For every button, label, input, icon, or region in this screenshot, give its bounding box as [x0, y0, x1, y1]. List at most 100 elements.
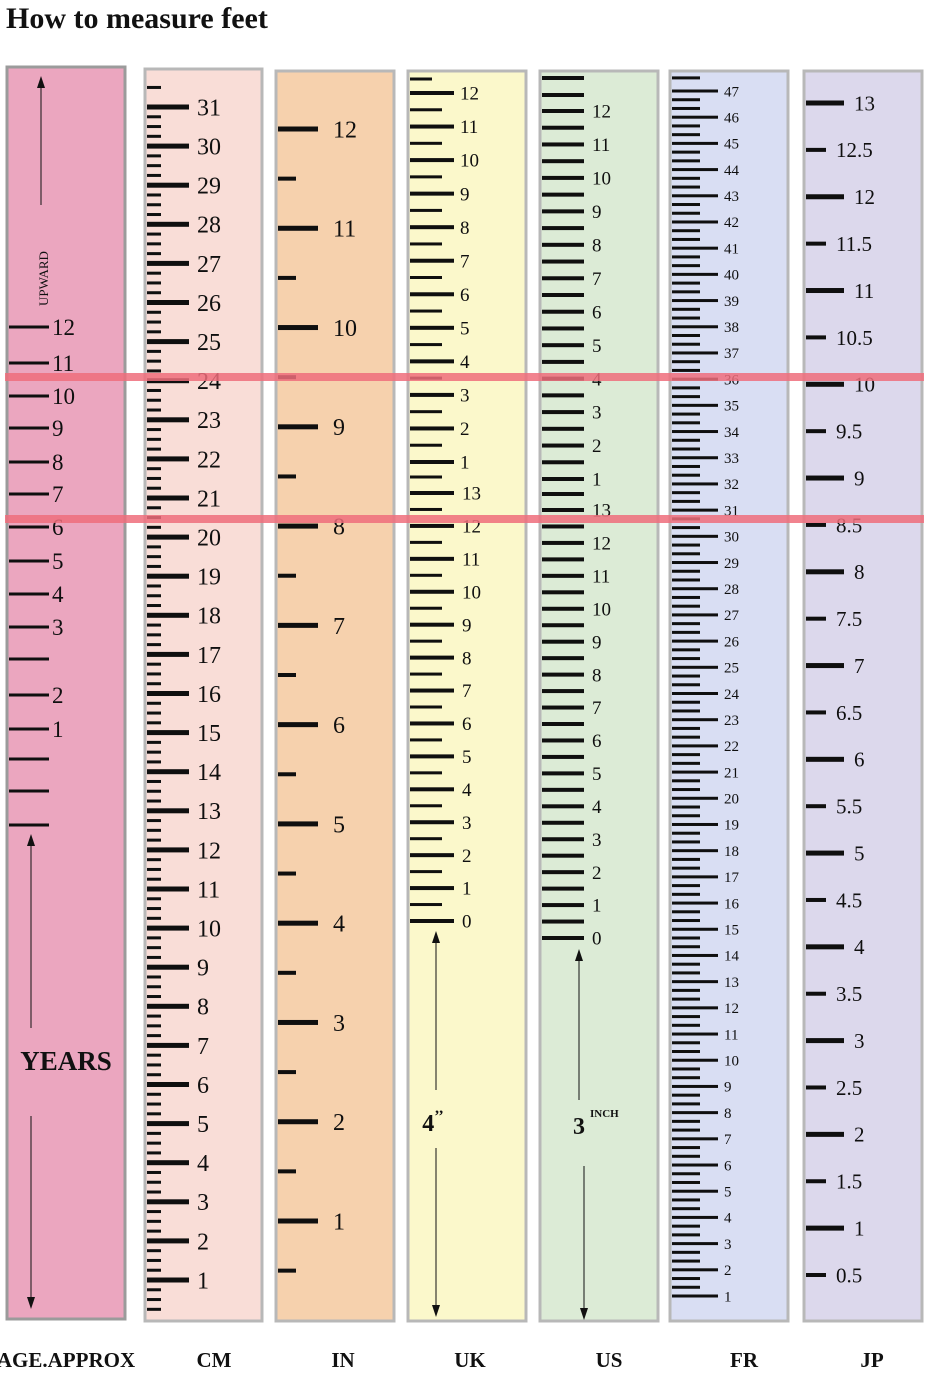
- jp-tick-8: [806, 569, 844, 575]
- fr-minor-tick: [672, 840, 700, 844]
- fr-minor-tick: [672, 595, 700, 599]
- jp-tick-5: [806, 850, 844, 856]
- uk-adult-minor-tick: [410, 276, 442, 279]
- in-tick-1: [278, 1218, 318, 1224]
- cm-label-28: 28: [197, 213, 221, 239]
- cm-minor-tick: [147, 525, 161, 529]
- fr-minor-tick: [672, 857, 700, 861]
- us-adult-tick-6: [542, 309, 584, 314]
- cm-minor-tick: [147, 506, 161, 510]
- fr-tick-6: [672, 1163, 718, 1167]
- cm-minor-tick: [147, 867, 161, 871]
- us-length-label: 3: [573, 1114, 585, 1140]
- fr-label-15: 15: [724, 923, 739, 939]
- uk-child-minor-tick: [410, 738, 442, 742]
- cm-label-3: 3: [197, 1190, 209, 1216]
- fr-tick-13: [672, 980, 718, 984]
- us-adult-minor-tick: [542, 93, 584, 97]
- fr-tick-23: [672, 718, 718, 722]
- fr-label-41: 41: [724, 241, 739, 257]
- cm-minor-tick: [147, 799, 161, 803]
- fr-minor-tick: [672, 133, 700, 137]
- jp-tick-6.5: [806, 710, 826, 715]
- jp-tick-5.5: [806, 804, 826, 809]
- age-unlabeled-tick: [9, 823, 49, 827]
- cm-tick-1: [147, 1277, 189, 1283]
- cm-label-22: 22: [197, 447, 221, 473]
- cm-label-18: 18: [197, 604, 221, 630]
- uk-child-label-3: 3: [462, 813, 472, 834]
- age-label-1: 1: [52, 717, 64, 742]
- age-tick-8: [9, 460, 49, 464]
- uk-child-label-1: 1: [462, 879, 472, 900]
- cm-minor-tick: [147, 408, 161, 412]
- fr-tick-22: [672, 744, 718, 748]
- fr-label-12: 12: [724, 1001, 739, 1017]
- us-child-minor-tick: [542, 919, 584, 924]
- uk-adult-tick-8: [410, 225, 454, 230]
- us-adult-minor-tick: [542, 426, 584, 431]
- us-adult-tick-5: [542, 343, 584, 348]
- fr-minor-tick: [672, 98, 700, 102]
- fr-tick-11: [672, 1032, 718, 1036]
- jp-tick-12.5: [806, 147, 826, 152]
- cm-tick-23: [147, 417, 189, 423]
- fr-minor-tick: [672, 971, 700, 975]
- uk-child-minor-tick: [410, 771, 442, 775]
- jp-label-1: 1: [854, 1216, 865, 1240]
- cm-minor-tick: [147, 1219, 161, 1223]
- cm-minor-tick: [147, 643, 161, 647]
- age-label-12: 12: [52, 315, 75, 340]
- uk-child-minor-tick: [410, 639, 442, 643]
- uk-adult-tick-10: [410, 158, 454, 163]
- us-length-arrow-down-head: [580, 1308, 588, 1320]
- fr-tick-18: [672, 849, 718, 853]
- cm-minor-tick: [147, 437, 161, 441]
- cm-minor-tick: [147, 828, 161, 832]
- uk-child-label-9: 9: [462, 615, 472, 636]
- cm-label-27: 27: [197, 252, 221, 278]
- cm-tick-18: [147, 612, 189, 618]
- us-child-minor-tick: [542, 557, 584, 562]
- cm-minor-tick: [147, 750, 161, 754]
- fr-label-45: 45: [724, 137, 739, 153]
- jp-tick-12: [806, 194, 844, 200]
- uk-child-minor-tick: [410, 837, 442, 841]
- cm-minor-tick: [147, 858, 161, 862]
- fr-tick-45: [672, 141, 718, 145]
- fr-tick-1: [672, 1294, 718, 1298]
- fr-minor-tick: [672, 1250, 700, 1254]
- us-child-tick-1: [542, 903, 584, 908]
- fr-tick-40: [672, 272, 718, 276]
- in-minor-tick: [278, 772, 296, 777]
- fr-minor-tick: [672, 1146, 700, 1150]
- cm-minor-tick: [147, 232, 161, 236]
- cm-label-16: 16: [197, 682, 221, 708]
- uk-adult-tick-2: [410, 426, 454, 431]
- cm-minor-tick: [147, 1190, 161, 1194]
- age-tick-5: [9, 559, 49, 563]
- cm-minor-tick: [147, 682, 161, 686]
- jp-label-13: 13: [854, 91, 875, 115]
- cm-label-17: 17: [197, 643, 221, 669]
- in-tick-3: [278, 1019, 318, 1025]
- us-adult-tick-9: [542, 209, 584, 214]
- cm-minor-tick: [147, 1298, 161, 1302]
- fr-label-2: 2: [724, 1263, 732, 1279]
- age-label-3: 3: [52, 615, 64, 640]
- us-adult-minor-tick: [542, 259, 584, 264]
- uk-child-tick-11: [410, 556, 454, 561]
- fr-label-30: 30: [724, 530, 739, 546]
- cm-minor-tick: [147, 1014, 161, 1018]
- uk-child-tick-9: [410, 622, 454, 627]
- fr-label-24: 24: [724, 687, 740, 703]
- fr-tick-15: [672, 927, 718, 931]
- cm-tick-13: [147, 808, 189, 814]
- age-tick-2: [9, 693, 49, 697]
- fr-minor-tick: [672, 124, 700, 128]
- cm-minor-tick: [147, 281, 161, 285]
- cm-label-1: 1: [197, 1268, 209, 1294]
- in-tick-12: [278, 126, 318, 132]
- us-adult-tick-2: [542, 443, 584, 448]
- uk-adult-minor-tick: [410, 175, 442, 179]
